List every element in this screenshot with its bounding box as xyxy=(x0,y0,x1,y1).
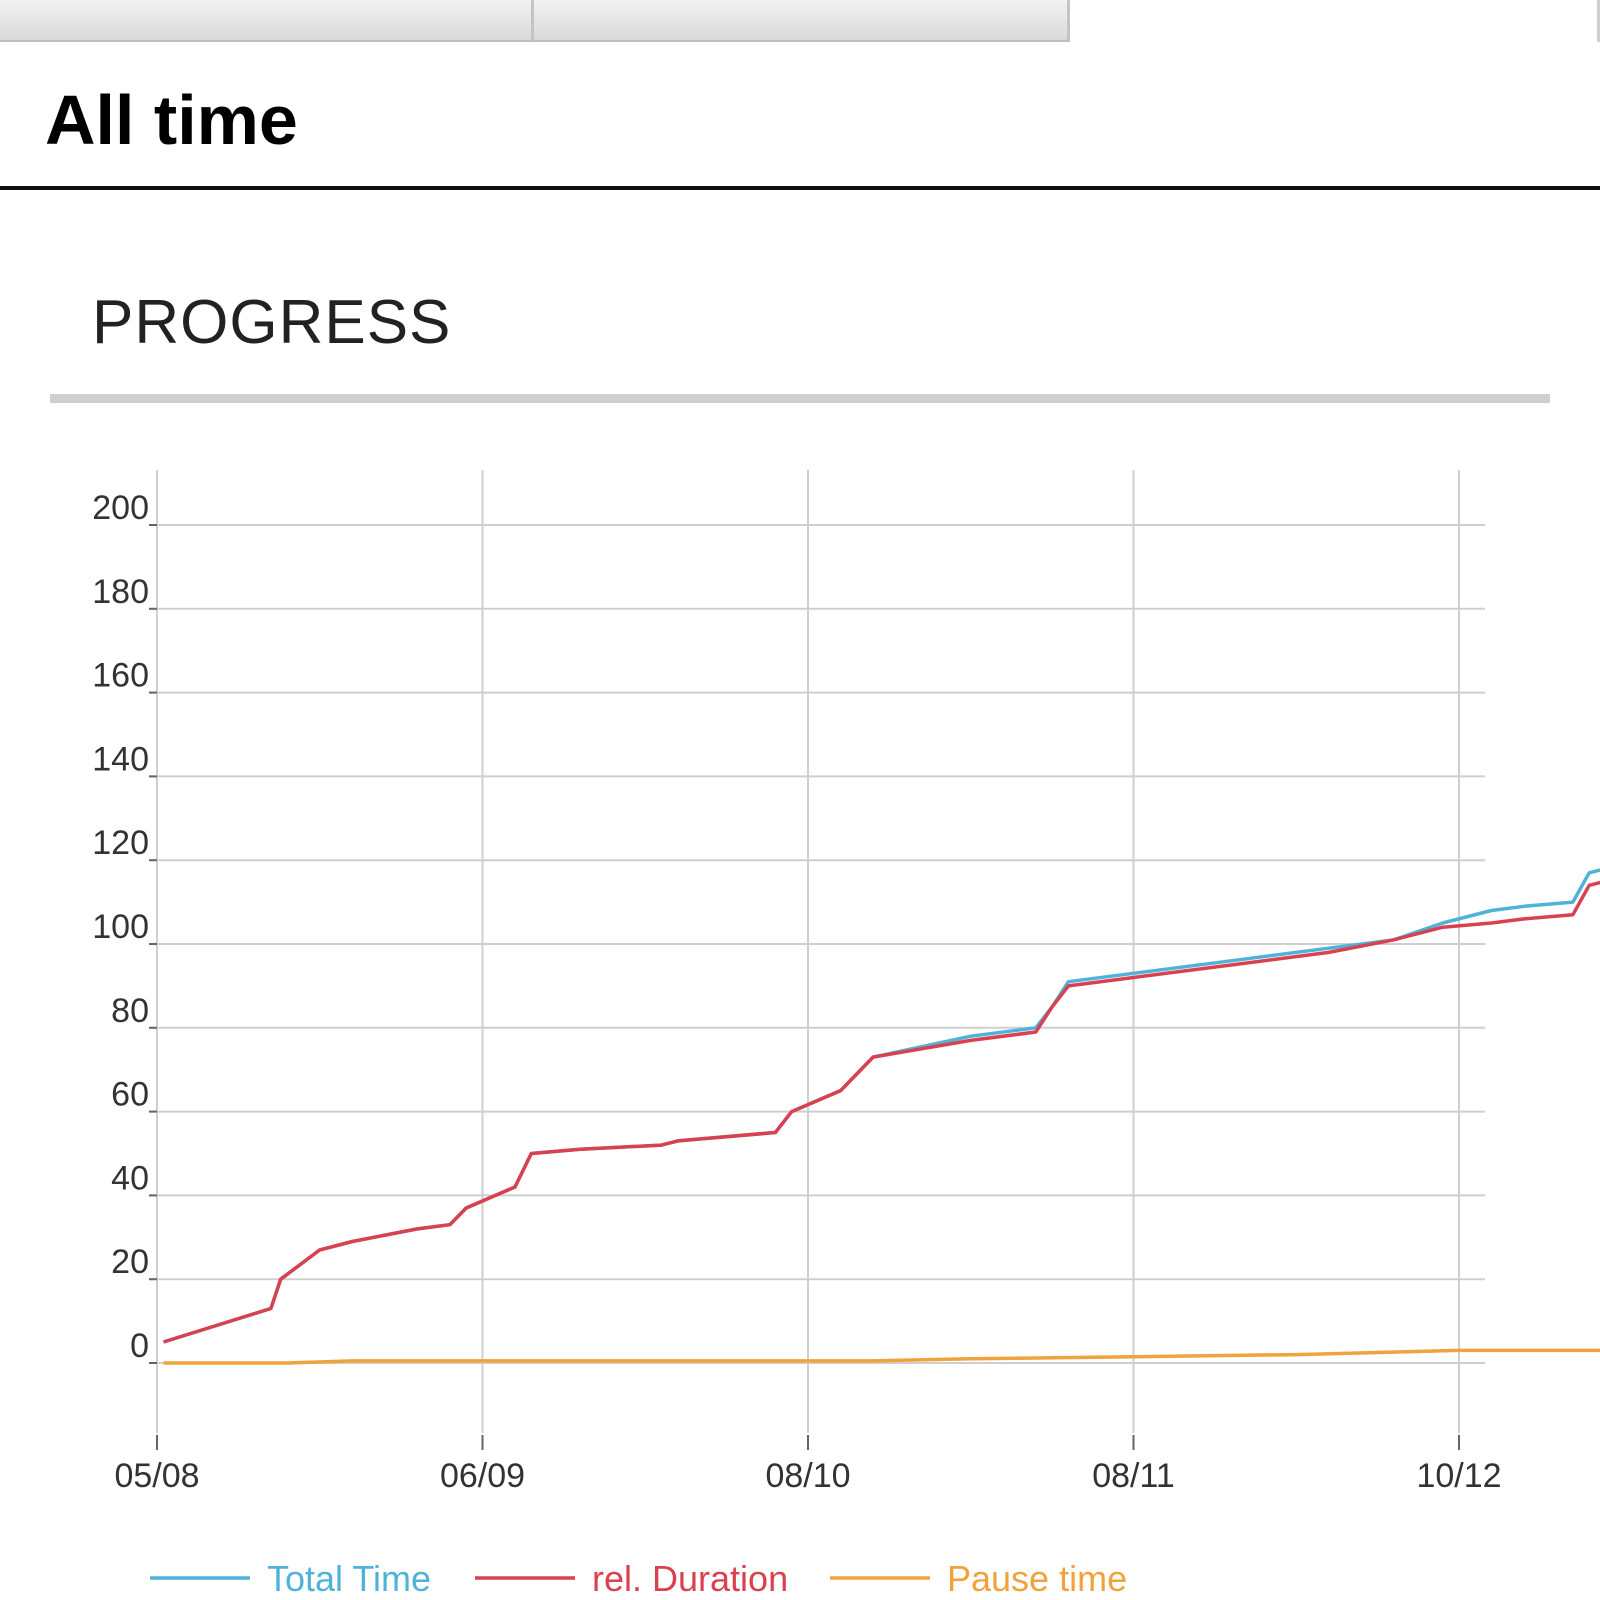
x-tick-label: 10/12 xyxy=(1416,1457,1501,1495)
card-title: PROGRESS xyxy=(92,288,452,357)
y-tick-label: 40 xyxy=(111,1159,149,1197)
series-line-total-time xyxy=(162,868,1600,1344)
y-tick-label: 120 xyxy=(92,824,149,862)
tab-bar xyxy=(0,0,1070,42)
y-tick-label: 60 xyxy=(111,1076,149,1114)
y-tick-label: 200 xyxy=(92,489,149,527)
series-line-rel-duration xyxy=(162,880,1600,1344)
legend-label: Pause time xyxy=(947,1558,1127,1599)
grid xyxy=(149,470,1485,1433)
y-tick-label: 20 xyxy=(111,1243,149,1281)
legend: Total Time rel. Duration Pause time xyxy=(150,1558,1127,1599)
tab-2[interactable] xyxy=(534,0,1070,42)
series-line-pause-time xyxy=(163,1348,1600,1365)
y-tick-label: 80 xyxy=(111,992,149,1030)
y-tick-label: 180 xyxy=(92,573,149,611)
x-tick-label: 06/09 xyxy=(440,1457,525,1495)
y-tick-label: 140 xyxy=(92,740,149,778)
section-title: All time xyxy=(45,81,298,159)
legend-label: Total Time xyxy=(267,1558,431,1599)
x-tick-label: 08/10 xyxy=(765,1457,850,1495)
series-lines xyxy=(162,868,1600,1365)
tab-1[interactable] xyxy=(0,0,534,42)
card-divider xyxy=(50,394,1550,403)
x-tick-label: 08/11 xyxy=(1092,1457,1175,1495)
x-axis-ticks: 05/08 06/09 08/10 08/11 10/12 xyxy=(114,1435,1502,1495)
top-edge-divider xyxy=(1597,0,1600,42)
y-tick-label: 160 xyxy=(92,657,149,695)
progress-chart: 0 20 40 60 80 100 120 140 160 180 200 05/08 06/09 08… xyxy=(92,470,1600,1599)
y-tick-label: 100 xyxy=(92,908,149,946)
legend-label: rel. Duration xyxy=(592,1558,788,1599)
x-tick-label: 05/08 xyxy=(114,1457,199,1495)
section-divider xyxy=(0,186,1600,190)
y-axis-ticks: 0 20 40 60 80 100 120 140 160 180 200 xyxy=(92,489,157,1365)
y-tick-label: 0 xyxy=(130,1327,149,1365)
